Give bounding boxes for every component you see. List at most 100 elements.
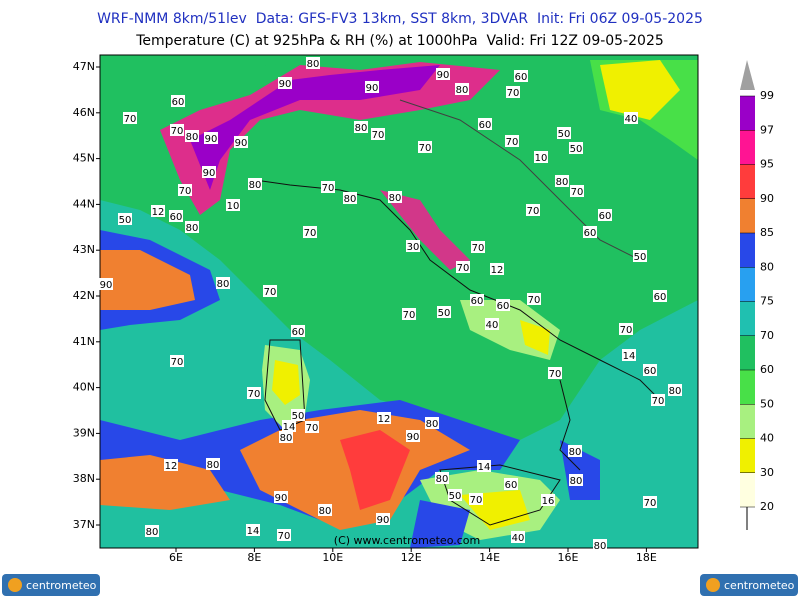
contour-label: 70 <box>549 369 562 380</box>
contour-label: 10 <box>535 153 548 164</box>
contour-label-bg <box>204 132 218 144</box>
contour-label-bg <box>376 513 390 525</box>
contour-label-bg <box>354 121 368 133</box>
contour-label-bg <box>291 325 305 337</box>
contour-label: 90 <box>275 493 288 504</box>
contour-label: 80 <box>556 177 569 188</box>
contour-label-bg <box>318 504 332 516</box>
contour-label: 80 <box>426 419 439 430</box>
contour-label: 80 <box>594 541 607 552</box>
contour-label: 80 <box>436 474 449 485</box>
contour-label-bg <box>274 491 288 503</box>
contour-label-bg <box>343 192 357 204</box>
contour-label: 80 <box>207 460 220 471</box>
contour-label-bg <box>485 318 499 330</box>
lat-label: 38N <box>73 472 95 485</box>
contour-label: 80 <box>570 476 583 487</box>
contour-label: 12 <box>165 461 178 472</box>
contour-label: 16 <box>542 496 555 507</box>
contour-label: 80 <box>186 223 199 234</box>
contour-label-bg <box>206 458 220 470</box>
contour-label-bg <box>506 86 520 98</box>
lat-label: 43N <box>73 243 95 256</box>
contour-label: 40 <box>625 114 638 125</box>
contour-label-bg <box>527 293 541 305</box>
logo-left: centrometeo <box>2 574 100 596</box>
contour-label-bg <box>277 529 291 541</box>
contour-label-bg <box>371 128 385 140</box>
contour-label: 70 <box>470 495 483 506</box>
colorbar-label: 95 <box>760 158 774 171</box>
contour-label: 80 <box>344 194 357 205</box>
contour-label-bg <box>247 387 261 399</box>
contour-label-bg <box>248 178 262 190</box>
contour-label: 70 <box>304 228 317 239</box>
contour-label-bg <box>282 420 296 432</box>
contour-label: 90 <box>366 83 379 94</box>
contour-label: 70 <box>322 183 335 194</box>
colorbar-band <box>740 370 755 405</box>
colorbar-label: 70 <box>760 329 774 342</box>
contour-label-bg <box>303 226 317 238</box>
contour-label: 12 <box>152 207 165 218</box>
contour-label: 70 <box>264 287 277 298</box>
contour-label-bg <box>593 539 607 551</box>
lat-label: 47N <box>73 60 95 73</box>
contour-label: 70 <box>248 389 261 400</box>
contour-label-bg <box>164 459 178 471</box>
contour-label: 50 <box>438 308 451 319</box>
colorbar-label: 60 <box>760 363 774 376</box>
colorbar-label: 99 <box>760 89 774 102</box>
contour-label-bg <box>643 364 657 376</box>
contour-label-bg <box>557 127 571 139</box>
contour-label: 90 <box>205 134 218 145</box>
contour-label: 50 <box>119 215 132 226</box>
contour-label-bg <box>448 489 462 501</box>
contour-label-bg <box>185 130 199 142</box>
header-line1: WRF-NMM 8km/51lev Data: GFS-FV3 13km, SS… <box>97 11 703 27</box>
colorbar-label: 90 <box>760 192 774 205</box>
contour-label-bg <box>570 185 584 197</box>
lon-label: 6E <box>169 551 183 564</box>
contour-label-bg <box>526 204 540 216</box>
lat-label: 37N <box>73 518 95 531</box>
colorbar-label: 97 <box>760 123 774 136</box>
colorbar-band <box>740 130 755 165</box>
copyright: (C) www.centrometeo.com <box>334 534 480 547</box>
contour-label: 60 <box>292 327 305 338</box>
contour-label-bg <box>279 431 293 443</box>
contour-label: 70 <box>278 531 291 542</box>
contour-label-bg <box>216 277 230 289</box>
colorbar-band <box>740 404 755 439</box>
contour-label: 40 <box>512 533 525 544</box>
colorbar-band <box>740 438 755 473</box>
contour-label: 60 <box>599 211 612 222</box>
contour-label: 80 <box>307 59 320 70</box>
colorbar-band <box>740 301 755 336</box>
contour-label-bg <box>511 531 525 543</box>
contour-label-bg <box>505 135 519 147</box>
lat-label: 41N <box>73 335 95 348</box>
colorbar-band <box>740 267 755 302</box>
lat-label: 46N <box>73 106 95 119</box>
contour-label-bg <box>145 525 159 537</box>
contour-label-bg <box>469 493 483 505</box>
contour-label-bg <box>436 68 450 80</box>
contour-label: 50 <box>449 491 462 502</box>
contour-label-bg <box>291 409 305 421</box>
lon-label: 16E <box>558 551 579 564</box>
contour-label-bg <box>504 478 518 490</box>
logo-text: centrometeo <box>724 579 795 592</box>
contour-label-bg <box>178 184 192 196</box>
contour-label: 60 <box>471 296 484 307</box>
contour-label: 70 <box>644 498 657 509</box>
colorbar-arrow <box>740 60 755 90</box>
contour-label-bg <box>456 261 470 273</box>
contour-label: 70 <box>372 130 385 141</box>
contour-label-bg <box>619 323 633 335</box>
colorbar-band <box>740 472 755 507</box>
contour-label: 90 <box>377 515 390 526</box>
contour-label-bg <box>435 472 449 484</box>
header-line2: Temperature (C) at 925hPa & RH (%) at 10… <box>135 33 664 49</box>
colorbar-label: 50 <box>760 397 774 410</box>
